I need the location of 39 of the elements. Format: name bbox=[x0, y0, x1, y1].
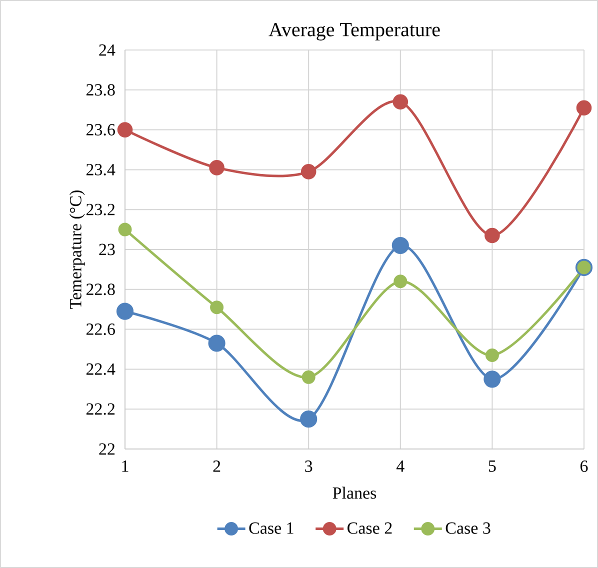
point bbox=[210, 300, 224, 314]
point bbox=[208, 334, 226, 352]
x-tick-label: 4 bbox=[396, 460, 404, 472]
y-axis-title: Temerpature (°C) bbox=[69, 190, 85, 309]
y-tick-label: 22 bbox=[99, 443, 115, 455]
point bbox=[485, 348, 499, 362]
point bbox=[117, 122, 133, 138]
point bbox=[302, 370, 316, 384]
x-tick-label: 3 bbox=[305, 460, 312, 472]
point bbox=[118, 222, 132, 236]
y-tick-label: 23.6 bbox=[86, 124, 115, 136]
y-tick-label: 22.2 bbox=[86, 403, 115, 415]
legend-label: Case 1 bbox=[249, 522, 294, 534]
point bbox=[116, 302, 134, 320]
y-tick-label: 23.2 bbox=[86, 204, 115, 216]
x-tick-label: 2 bbox=[213, 460, 220, 472]
point bbox=[392, 94, 408, 110]
point bbox=[484, 370, 501, 388]
chart-title: Average Temperature bbox=[268, 22, 440, 40]
point bbox=[576, 100, 592, 116]
point bbox=[484, 228, 500, 244]
y-tick-label: 24 bbox=[99, 44, 116, 56]
point bbox=[300, 410, 318, 428]
x-axis-title: Planes bbox=[332, 486, 376, 499]
y-tick-label: 23.8 bbox=[86, 84, 115, 96]
x-tick-label: 5 bbox=[488, 460, 496, 472]
y-tick-label: 22.4 bbox=[86, 363, 116, 375]
legend-label: Case 2 bbox=[348, 522, 392, 534]
y-tick-label: 23 bbox=[99, 244, 115, 256]
x-tick-label: 1 bbox=[122, 460, 128, 472]
legend-label: Case 3 bbox=[446, 522, 490, 534]
point bbox=[209, 160, 224, 176]
point bbox=[392, 236, 409, 254]
point bbox=[300, 164, 316, 180]
y-tick-label: 22.6 bbox=[86, 324, 115, 336]
x-tick-label: 6 bbox=[580, 460, 588, 472]
y-tick-label: 23.4 bbox=[86, 164, 116, 176]
point bbox=[394, 274, 408, 288]
y-tick-label: 22.8 bbox=[86, 284, 115, 296]
